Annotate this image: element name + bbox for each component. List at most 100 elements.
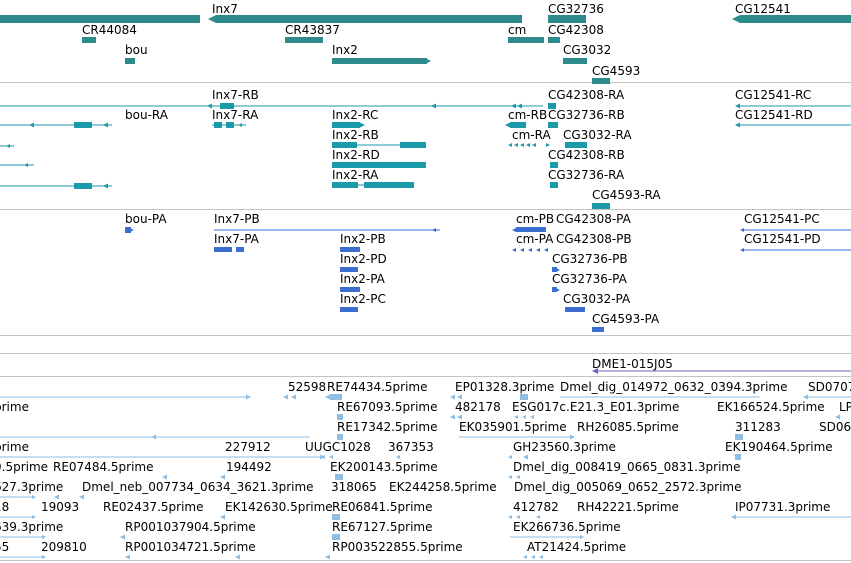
- feature-label[interactable]: CG32736-RA: [548, 168, 625, 182]
- feature-label[interactable]: CG42308-PA: [556, 212, 631, 226]
- feature-label[interactable]: 639.3prime: [0, 520, 64, 534]
- feature-label[interactable]: 318065: [331, 480, 377, 494]
- feature-label[interactable]: CG12541-PD: [744, 232, 821, 246]
- feature-label[interactable]: GH23560.3prime: [513, 440, 616, 454]
- feature-label[interactable]: CR43837: [285, 23, 340, 37]
- feature-label[interactable]: 412782: [513, 500, 559, 514]
- feature-label[interactable]: EK166524.5prime: [717, 400, 825, 414]
- feature-label[interactable]: EK190464.5prime: [725, 440, 833, 454]
- feature-label[interactable]: CG4593-RA: [592, 188, 661, 202]
- feature-label[interactable]: 9.5prime: [0, 460, 49, 474]
- feature-label[interactable]: 627.3prime: [0, 480, 64, 494]
- feature-label[interactable]: cm-RA: [512, 128, 551, 142]
- feature-label[interactable]: AT21424.5prime: [527, 540, 627, 554]
- feature-label[interactable]: 311283: [735, 420, 781, 434]
- feature-label[interactable]: RE74434.5prime: [327, 380, 428, 394]
- feature-label[interactable]: Inx2-PA: [340, 272, 385, 286]
- feature-label[interactable]: Inx2-RD: [332, 148, 380, 162]
- feature-label[interactable]: Inx2-RB: [332, 128, 379, 142]
- feature-label[interactable]: SD06: [819, 420, 851, 434]
- feature-label[interactable]: RE06841.5prime: [332, 500, 433, 514]
- feature-label[interactable]: EK200143.5prime: [330, 460, 438, 474]
- strand-arrow: [103, 122, 108, 128]
- feature-label[interactable]: CG32736-PB: [552, 252, 628, 266]
- feature-label[interactable]: CG42308-RA: [548, 88, 625, 102]
- feature-label[interactable]: CG3032-PA: [563, 292, 631, 306]
- feature-label[interactable]: cm-PA: [516, 232, 554, 246]
- feature-label[interactable]: IP07731.3prime: [735, 500, 831, 514]
- feature-label[interactable]: EK142630.5prime: [225, 500, 333, 514]
- feature-label[interactable]: ESG017c.E21.3_E01.3prime: [512, 400, 680, 414]
- feature-label[interactable]: Inx2-PD: [340, 252, 387, 266]
- feature-label[interactable]: Inx7-PB: [214, 212, 260, 226]
- feature-label[interactable]: CG32736-RB: [548, 108, 625, 122]
- feature-label[interactable]: Inx2-RC: [332, 108, 379, 122]
- strand-arrow: [103, 183, 108, 189]
- strand-arrow: [548, 16, 554, 22]
- feature-label[interactable]: 482178: [455, 400, 501, 414]
- feature-label[interactable]: 227912: [225, 440, 271, 454]
- feature-label[interactable]: CG42308-RB: [548, 148, 625, 162]
- feature-label[interactable]: RE02437.5prime: [103, 500, 204, 514]
- feature-label[interactable]: CG3032: [563, 43, 612, 57]
- feature-label[interactable]: 194492: [226, 460, 272, 474]
- feature-label[interactable]: 209810: [41, 540, 87, 554]
- feature-label[interactable]: RE67127.5prime: [332, 520, 433, 534]
- feature-label[interactable]: bou-RA: [125, 108, 168, 122]
- feature-label[interactable]: RH42221.5prime: [577, 500, 679, 514]
- feature-label[interactable]: 18: [0, 500, 10, 514]
- feature-label[interactable]: RE17342.5prime: [337, 420, 438, 434]
- feature-label[interactable]: RP001037904.5prime: [125, 520, 256, 534]
- feature-label[interactable]: bou: [125, 43, 148, 57]
- feature-label[interactable]: Inx2-PC: [340, 292, 386, 306]
- feature-label[interactable]: prime: [0, 400, 29, 414]
- feature-label[interactable]: 55: [0, 540, 10, 554]
- feature-label[interactable]: cm: [508, 23, 527, 37]
- feature-label[interactable]: CG12541: [735, 2, 791, 16]
- feature-label[interactable]: Inx2-PB: [340, 232, 386, 246]
- feature-label[interactable]: 367353: [388, 440, 434, 454]
- feature-label[interactable]: Inx7-RB: [212, 88, 259, 102]
- feature-label[interactable]: Dmel_dig_008419_0665_0831.3prime: [513, 460, 741, 474]
- feature-label[interactable]: 52598: [288, 380, 327, 394]
- feature-label[interactable]: RP001034721.5prime: [125, 540, 256, 554]
- feature-label[interactable]: CG12541-RC: [735, 88, 812, 102]
- feature-label[interactable]: Inx2: [332, 43, 358, 57]
- feature-label[interactable]: 19093: [41, 500, 80, 514]
- feature-label[interactable]: EK244258.5prime: [389, 480, 497, 494]
- feature-label[interactable]: cm-RB: [508, 108, 548, 122]
- feature-label[interactable]: EK266736.5prime: [513, 520, 621, 534]
- feature-label[interactable]: CG42308: [548, 23, 604, 37]
- feature-label[interactable]: bou-PA: [125, 212, 167, 226]
- feature-label[interactable]: Dmel_dig_014972_0632_0394.3prime: [560, 380, 788, 394]
- feature-label[interactable]: RP003522855.5prime: [332, 540, 463, 554]
- feature-label[interactable]: LP: [839, 400, 851, 414]
- feature-label[interactable]: CG4593: [592, 64, 641, 78]
- feature-label[interactable]: Dmel_neb_007734_0634_3621.3prime: [82, 480, 314, 494]
- feature-label[interactable]: Inx7-PA: [214, 232, 259, 246]
- feature-label[interactable]: RH26085.5prime: [577, 420, 679, 434]
- feature-label[interactable]: cm-PB: [516, 212, 555, 226]
- feature-label[interactable]: Inx7-RA: [212, 108, 259, 122]
- feature-label[interactable]: prime: [0, 440, 29, 454]
- feature-label[interactable]: CG12541-RD: [735, 108, 813, 122]
- feature-label[interactable]: CG32736: [548, 2, 604, 16]
- feature-label[interactable]: RE07484.5prime: [53, 460, 154, 474]
- feature-label[interactable]: Inx7: [212, 2, 238, 16]
- feature-label[interactable]: UUGC1028: [305, 440, 371, 454]
- feature-label[interactable]: CG4593-PA: [592, 312, 660, 326]
- feature-label[interactable]: EK035901.5prime: [459, 420, 567, 434]
- feature-label[interactable]: CG3032-RA: [563, 128, 632, 142]
- feature-label[interactable]: SD0707: [808, 380, 851, 394]
- feature-label[interactable]: CG32736-PA: [552, 272, 627, 286]
- feature-label[interactable]: CR44084: [82, 23, 137, 37]
- feature-label[interactable]: EP01328.3prime: [455, 380, 555, 394]
- feature-label[interactable]: RE67093.5prime: [337, 400, 438, 414]
- feature-label[interactable]: CG42308-PB: [556, 232, 632, 246]
- feature-label[interactable]: DME1-015J05: [592, 357, 673, 371]
- feature-label[interactable]: CG12541-PC: [744, 212, 820, 226]
- strand-arrow: [570, 434, 575, 440]
- feature-label[interactable]: Inx2-RA: [332, 168, 379, 182]
- feature-label[interactable]: Dmel_dig_005069_0652_2572.3prime: [514, 480, 742, 494]
